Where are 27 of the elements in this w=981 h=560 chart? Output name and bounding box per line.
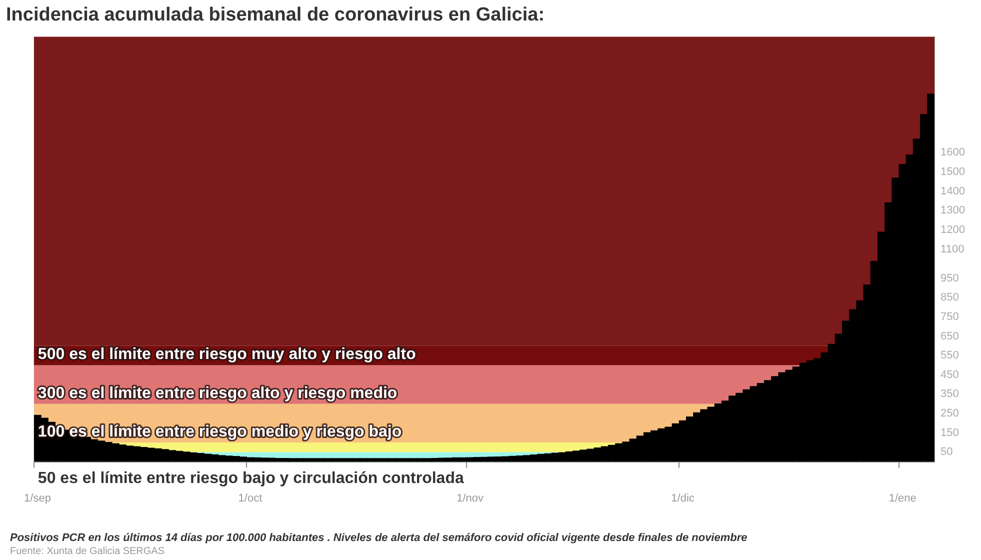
x-tick-label: 1/sep [24,492,51,504]
y-tick-label: 150 [940,426,959,439]
x-tick-label: 1/dic [671,492,695,504]
source-note: Fuente: Xunta de Galicia SERGAS [10,545,166,558]
y-tick-label: 1500 [940,166,966,178]
y-tick-label: 250 [940,408,959,420]
y-tick-label: 1600 [940,146,966,159]
y-tick-label: 550 [940,350,959,362]
y-tick-label: 950 [940,272,959,284]
y-tick-label: 1400 [940,185,966,198]
y-tick-label: 1300 [940,204,966,217]
band-label: 300 es el límite entre riesgo alto y riesgo medio [38,384,398,402]
y-tick-label: 450 [940,368,959,381]
y-tick-label: 650 [940,330,959,342]
x-tick-label: 1/ene [888,492,916,504]
x-tick-label: 1/oct [238,492,262,504]
text: Positivos PCR en los últimos 14 días por 100.000 habitantes . Niveles de alerta del semáforo covid oficial vigente desde finales de noviembre [10,531,748,545]
band-label: 500 es el límite entre riesgo muy alto y riesgo alto [38,346,416,364]
y-tick-label: 350 [940,388,959,400]
x-tick-label: 1/nov [456,492,484,504]
band-label: 50 es el límite entre riesgo bajo y circulación controlada [38,470,464,488]
y-tick-label: 850 [940,292,959,304]
chart-title: Incidencia acumulada bisemanal de coronavirus en Galicia: [6,4,545,26]
y-tick-label: 1200 [940,224,966,236]
y-tick-label: 1100 [940,243,964,256]
y-tick-label: 50 [940,446,953,458]
y-tick-label: 750 [940,310,959,323]
